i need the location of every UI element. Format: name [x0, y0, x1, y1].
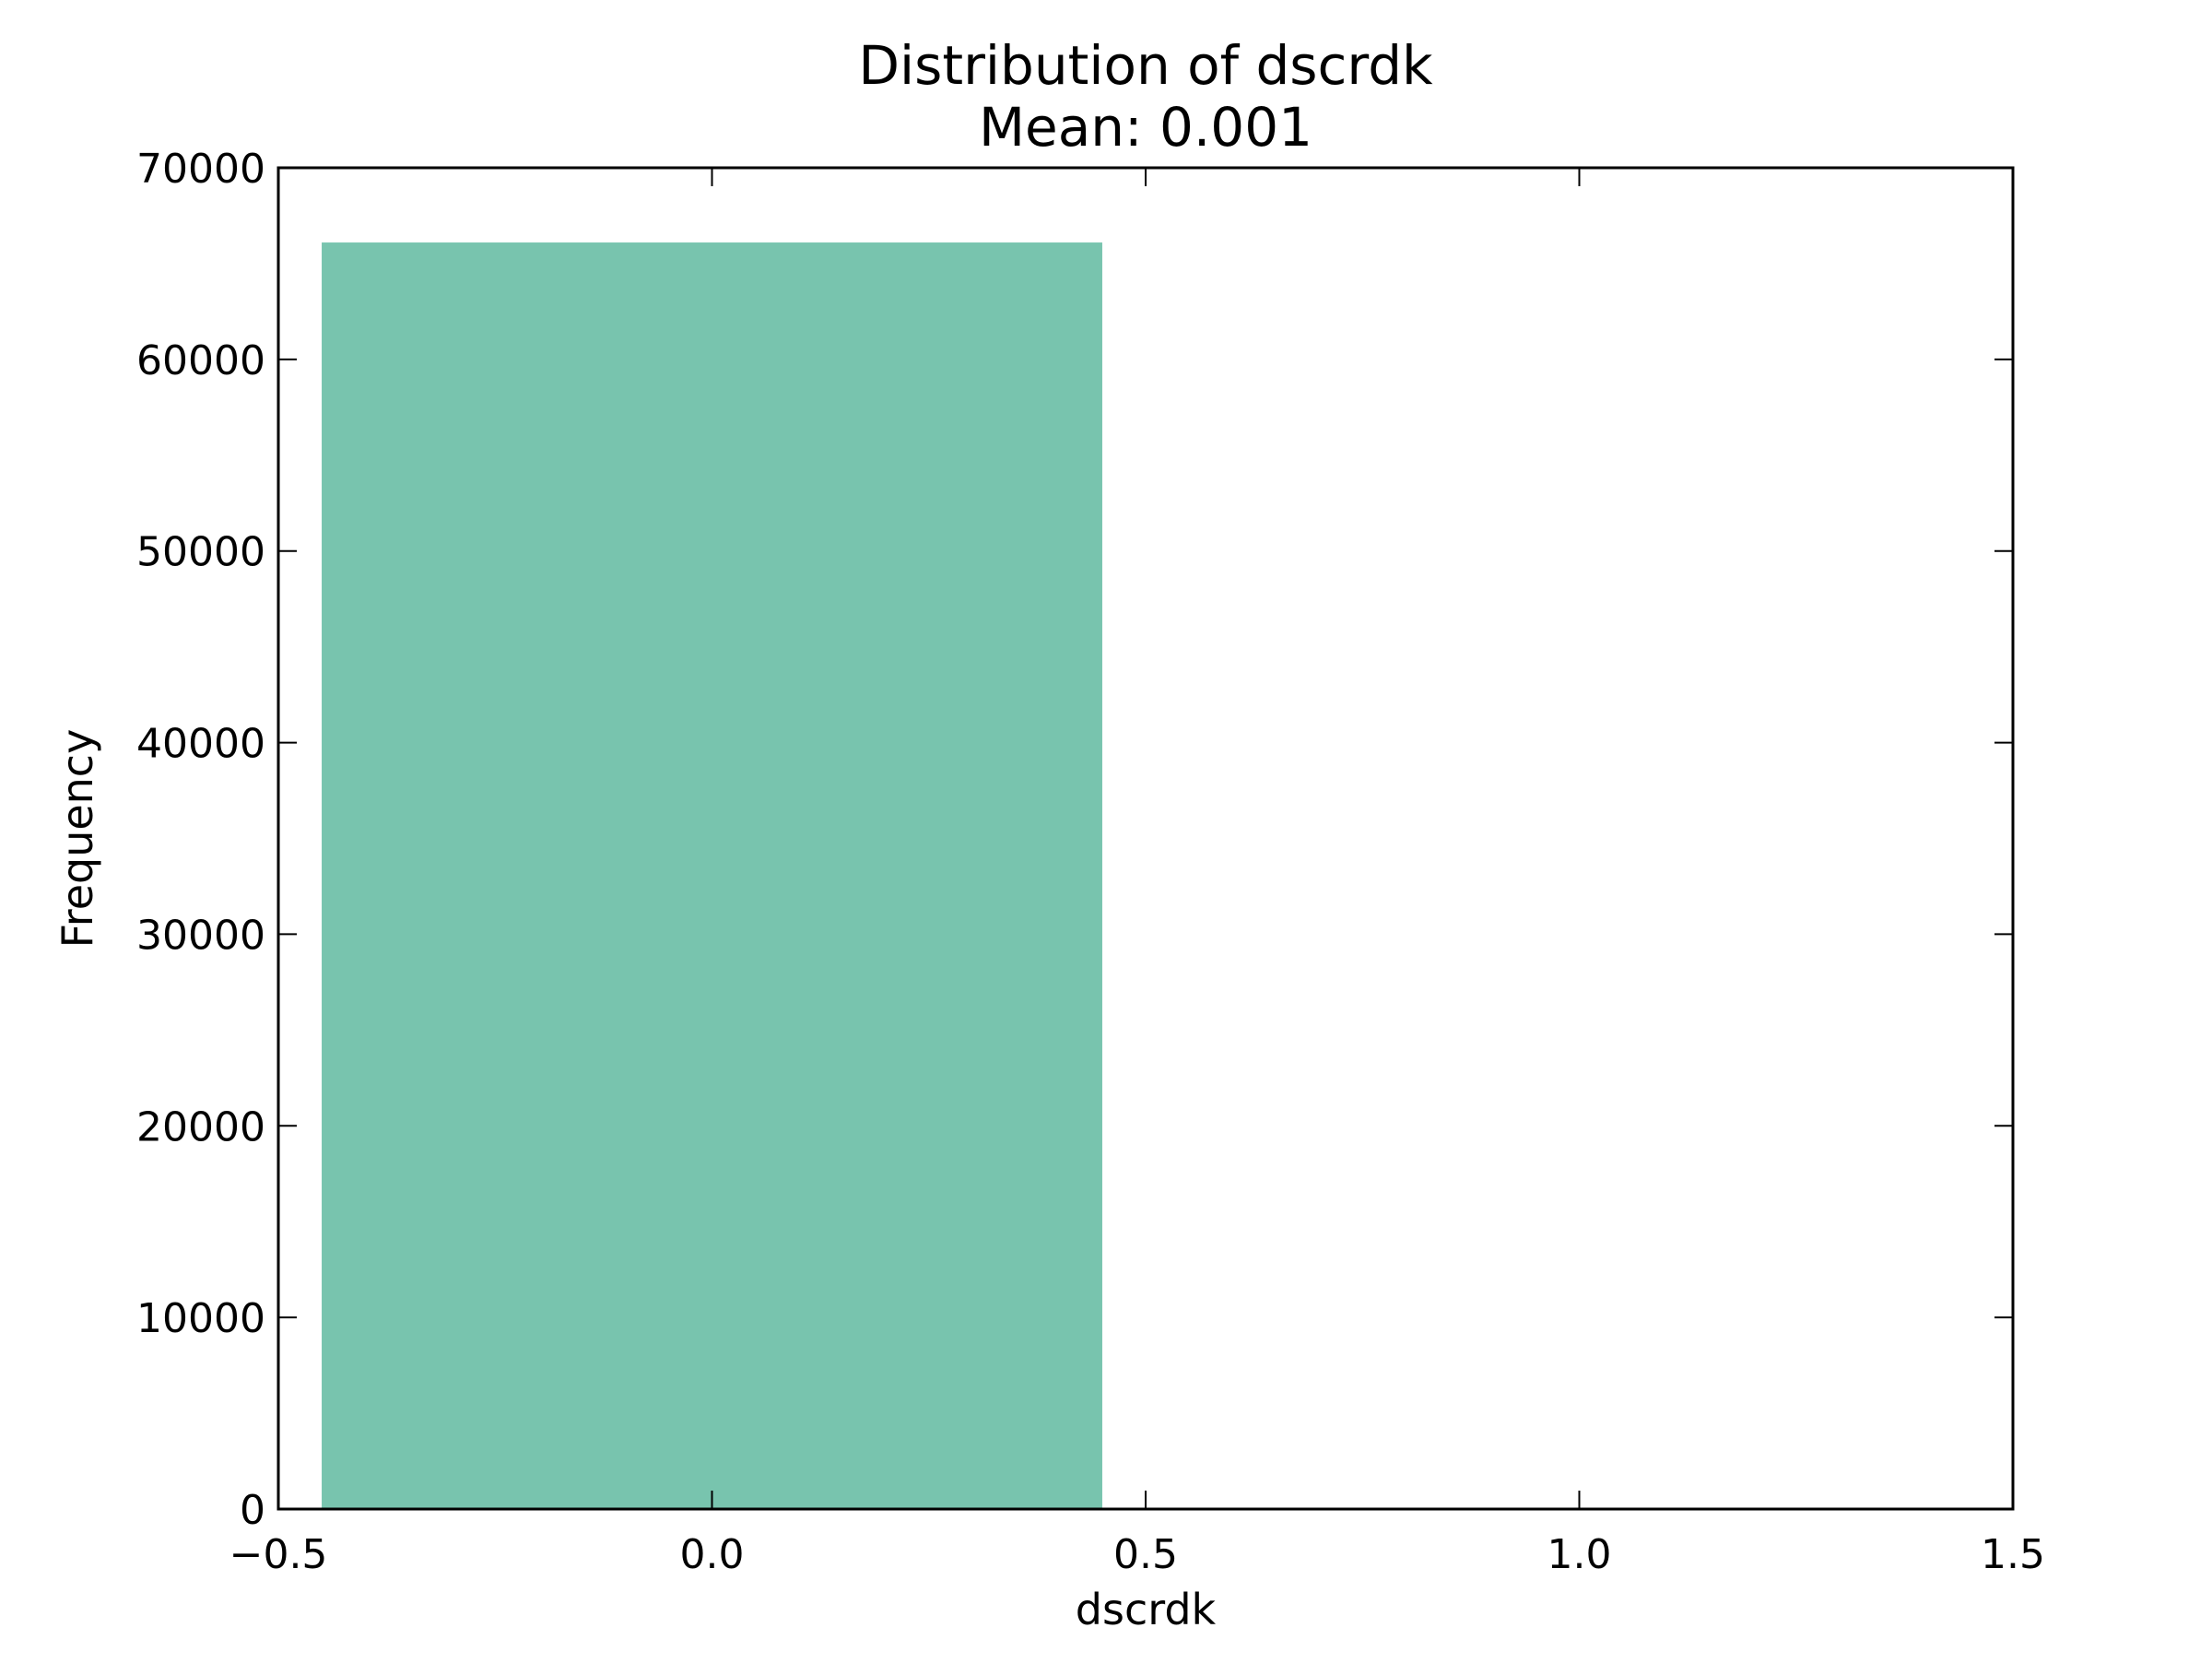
x-tick-label: −0.5 — [229, 1531, 328, 1578]
chart-title: Distribution of dscrdk — [858, 34, 1433, 97]
y-tick-label: 20000 — [136, 1103, 265, 1150]
y-tick-label: 40000 — [136, 721, 265, 768]
x-axis-label: dscrdk — [1076, 1585, 1217, 1634]
chart-subtitle: Mean: 0.001 — [979, 96, 1312, 159]
plot-frame — [276, 166, 2015, 1511]
y-tick-label: 60000 — [136, 337, 265, 384]
x-tick-label: 0.5 — [1113, 1531, 1178, 1578]
x-tick-label: 1.0 — [1547, 1531, 1612, 1578]
bars-layer — [322, 242, 1102, 1509]
y-tick-label: 50000 — [136, 529, 265, 576]
ticks-layer: −0.5 0.0 0.5 1.0 1.5 0 10000 20000 30000 40000 500… — [136, 146, 2045, 1578]
y-tick-label: 30000 — [136, 912, 265, 959]
y-axis-label: Frequency — [53, 729, 102, 949]
y-tick-label: 10000 — [136, 1295, 265, 1342]
x-tick-label: 0.0 — [680, 1531, 745, 1578]
labels-layer: Distribution of dscrdk Mean: 0.001 dscrd… — [53, 34, 1433, 1634]
x-tick-label: 1.5 — [1981, 1531, 2045, 1578]
histogram-bar-0 — [322, 242, 1102, 1509]
y-tick-label: 0 — [240, 1487, 265, 1534]
y-tick-label: 70000 — [136, 146, 265, 193]
